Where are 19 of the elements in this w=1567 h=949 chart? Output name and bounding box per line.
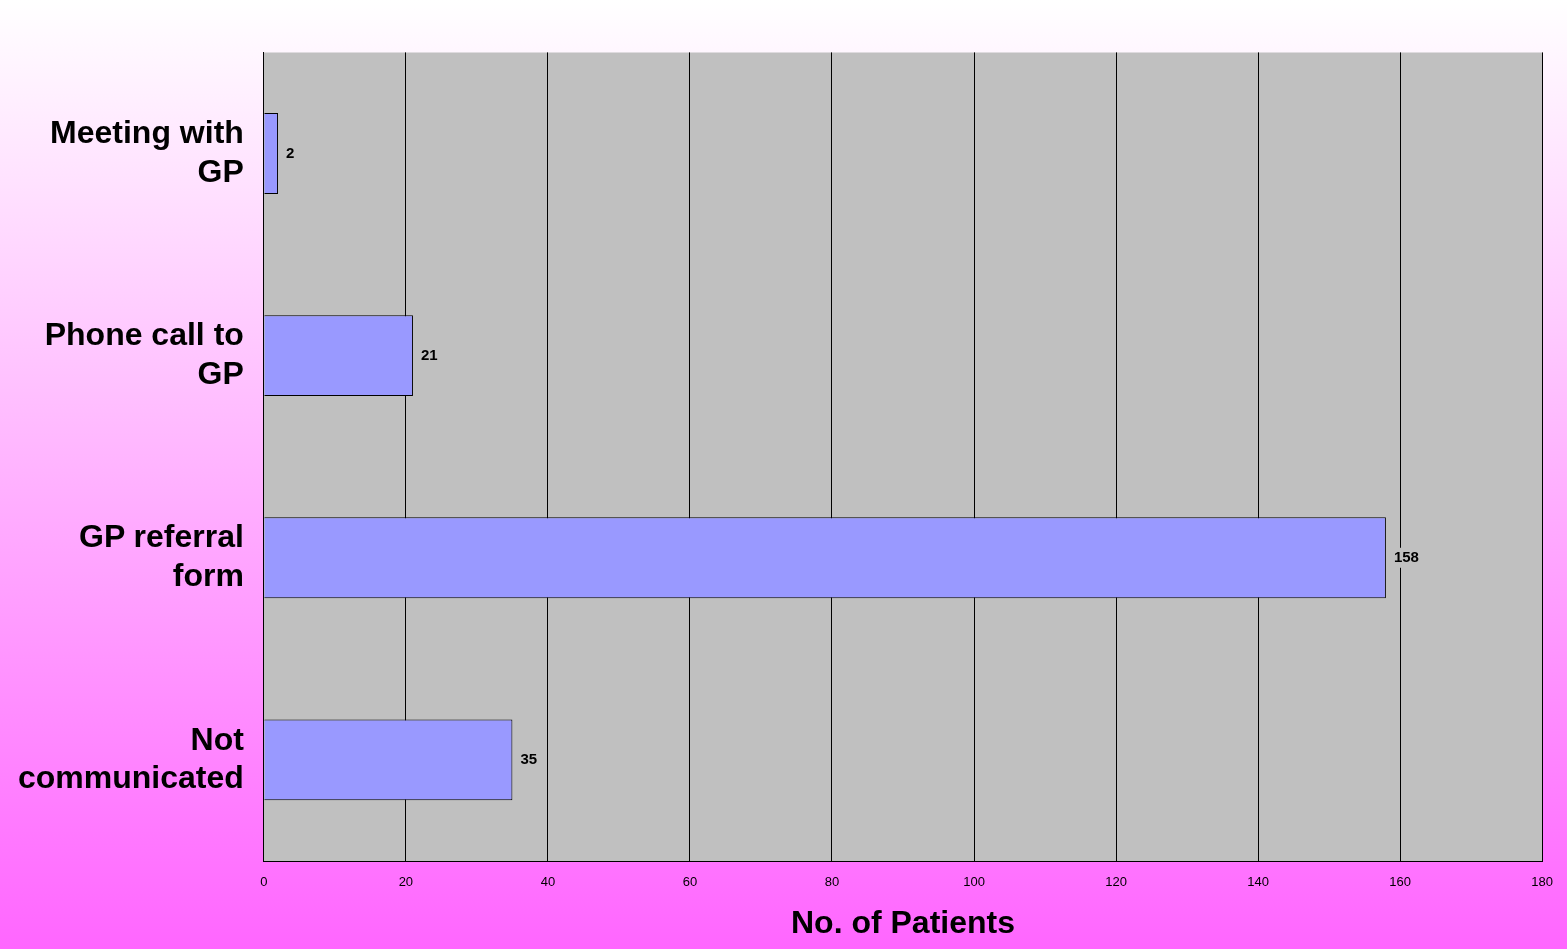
x-tick-label: 60 (682, 874, 698, 890)
x-tick-label: 80 (824, 874, 840, 890)
y-tick-label: Meeting with GP (50, 114, 244, 189)
x-tick-label: 20 (398, 874, 414, 890)
y-tick-label: Phone call to GP (44, 316, 244, 391)
data-label: 21 (420, 345, 438, 363)
x-tick-label: 120 (1105, 874, 1127, 890)
data-label: 2 (286, 143, 295, 161)
x-tick-label: 0 (260, 874, 268, 890)
data-label: 158 (1393, 547, 1419, 565)
x-tick-label: 100 (963, 874, 985, 890)
y-tick-label: GP referral form (78, 518, 244, 593)
y-tick-label: Not communicated (18, 720, 245, 795)
x-tick-label: 40 (540, 874, 556, 890)
x-axis-title: No. of Patients (790, 903, 1015, 940)
x-tick-label: 160 (1389, 874, 1411, 890)
data-label: 35 (520, 750, 538, 768)
x-tick-label: 140 (1247, 874, 1269, 890)
x-tick-label: 180 (1531, 874, 1554, 890)
